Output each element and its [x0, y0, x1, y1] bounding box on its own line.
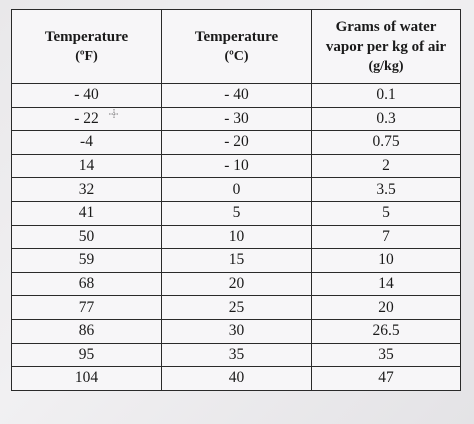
cell-fahrenheit: 14	[11, 153, 162, 179]
cell-celsius: - 20	[161, 130, 312, 155]
cell-celsius: - 40	[161, 83, 312, 108]
table-row: 50 10 7	[11, 224, 461, 250]
cell-water-vapor: 5	[311, 200, 461, 226]
cell-celsius: 0	[161, 177, 312, 202]
table-header-row: Temperature (ºF) Temperature (ºC) Grams …	[11, 9, 461, 84]
cell-fahrenheit: 59	[11, 248, 162, 273]
cell-water-vapor: 20	[311, 295, 461, 320]
cell-water-vapor: 10	[311, 248, 461, 273]
table-row: 59 15 10	[11, 248, 461, 273]
table-row: -4- 20 0.75	[11, 130, 461, 155]
table-row: 95 35 35	[11, 342, 461, 368]
cell-fahrenheit: -4	[11, 130, 162, 155]
cell-celsius: 10	[161, 224, 312, 250]
cell-fahrenheit: - 22	[11, 106, 162, 132]
cell-water-vapor: 47	[311, 366, 461, 391]
cell-fahrenheit: 32	[11, 177, 162, 202]
cell-celsius: - 10	[161, 153, 312, 179]
table-row: 32 0 3.5	[11, 177, 461, 202]
table-row: 104 40 47	[11, 366, 461, 391]
header-fahrenheit-unit: (ºF)	[75, 48, 98, 64]
crosshair-cursor-icon	[109, 109, 119, 119]
table-row: 86 30 26.5	[11, 318, 461, 344]
cell-water-vapor: 14	[311, 271, 461, 297]
table-row: 41 5 5	[11, 200, 461, 226]
cell-fahrenheit: 50	[11, 224, 162, 250]
cell-fahrenheit: 104	[11, 366, 162, 391]
cell-celsius: 20	[161, 271, 312, 297]
cell-water-vapor: 0.1	[311, 83, 461, 108]
header-water-vapor-line1: Grams of water	[335, 18, 437, 35]
cell-water-vapor: 0.75	[311, 130, 461, 155]
table-body: - 40- 40 0.1- 22- 30 0.3 -4- 20 0.75 14- 10 2 3…	[11, 83, 461, 391]
cell-fahrenheit: 95	[11, 342, 162, 368]
cell-water-vapor: 26.5	[311, 318, 461, 344]
cell-water-vapor: 2	[311, 153, 461, 179]
cell-celsius: 40	[161, 366, 312, 391]
header-water-vapor-line2: vapor per kg of air	[325, 38, 447, 55]
table-row: - 40- 40 0.1	[11, 83, 461, 108]
cell-celsius: 30	[161, 318, 312, 344]
table-row: - 22- 30 0.3	[11, 106, 461, 132]
cell-water-vapor: 35	[311, 342, 461, 368]
cell-celsius: 25	[161, 295, 312, 320]
cell-water-vapor: 7	[311, 224, 461, 250]
cell-fahrenheit: 77	[11, 295, 162, 320]
cell-water-vapor: 0.3	[311, 106, 461, 132]
table-row: 68 20 14	[11, 271, 461, 297]
cell-celsius: 15	[161, 248, 312, 273]
header-water-vapor-unit: (g/kg)	[368, 58, 404, 74]
table-row: 77 25 20	[11, 295, 461, 320]
cell-fahrenheit: 41	[11, 200, 162, 226]
temperature-vapor-table: Temperature (ºF) Temperature (ºC) Grams …	[11, 9, 461, 391]
table-row: 14- 10 2	[11, 153, 461, 179]
header-fahrenheit: Temperature (ºF)	[11, 9, 162, 84]
header-fahrenheit-label: Temperature	[44, 28, 129, 45]
header-water-vapor: Grams of water vapor per kg of air (g/kg…	[311, 9, 461, 84]
cell-celsius: - 30	[161, 106, 312, 132]
cell-celsius: 35	[161, 342, 312, 368]
cell-fahrenheit: 68	[11, 271, 162, 297]
header-celsius-label: Temperature	[194, 28, 279, 45]
header-celsius-unit: (ºC)	[224, 48, 249, 64]
cell-fahrenheit: 86	[11, 318, 162, 344]
cell-celsius: 5	[161, 200, 312, 226]
cell-water-vapor: 3.5	[311, 177, 461, 202]
header-celsius: Temperature (ºC)	[161, 9, 312, 84]
cell-fahrenheit: - 40	[11, 83, 162, 108]
